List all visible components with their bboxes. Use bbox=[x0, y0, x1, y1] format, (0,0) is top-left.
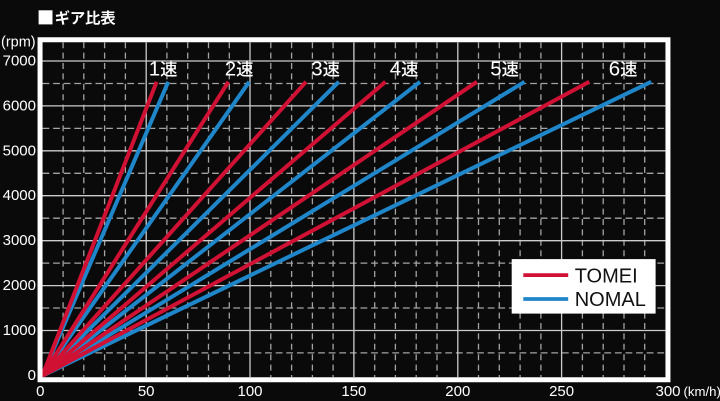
svg-text:TOMEI: TOMEI bbox=[575, 265, 638, 287]
svg-text:2: 2 bbox=[225, 57, 236, 80]
svg-text:(km/h): (km/h) bbox=[684, 384, 720, 399]
svg-text:5: 5 bbox=[490, 57, 501, 80]
svg-text:300: 300 bbox=[655, 383, 680, 400]
svg-text:(rpm): (rpm) bbox=[1, 35, 36, 51]
svg-text:1: 1 bbox=[149, 57, 160, 80]
svg-text:50: 50 bbox=[138, 383, 155, 400]
svg-text:1000: 1000 bbox=[3, 322, 36, 339]
svg-text:6000: 6000 bbox=[3, 97, 36, 114]
svg-text:3: 3 bbox=[311, 57, 322, 80]
svg-text:0: 0 bbox=[36, 383, 44, 400]
svg-text:4000: 4000 bbox=[3, 187, 36, 204]
svg-text:2000: 2000 bbox=[3, 277, 36, 294]
svg-text:5000: 5000 bbox=[3, 142, 36, 159]
svg-text:6: 6 bbox=[609, 57, 620, 80]
svg-text:100: 100 bbox=[237, 383, 262, 400]
svg-text:150: 150 bbox=[341, 383, 366, 400]
svg-text:200: 200 bbox=[445, 383, 470, 400]
svg-text:250: 250 bbox=[549, 383, 574, 400]
svg-text:4: 4 bbox=[390, 57, 401, 80]
svg-text:NOMAL: NOMAL bbox=[575, 289, 646, 311]
svg-text:7000: 7000 bbox=[3, 53, 36, 70]
svg-text:0: 0 bbox=[28, 367, 36, 384]
svg-text:3000: 3000 bbox=[3, 232, 36, 249]
